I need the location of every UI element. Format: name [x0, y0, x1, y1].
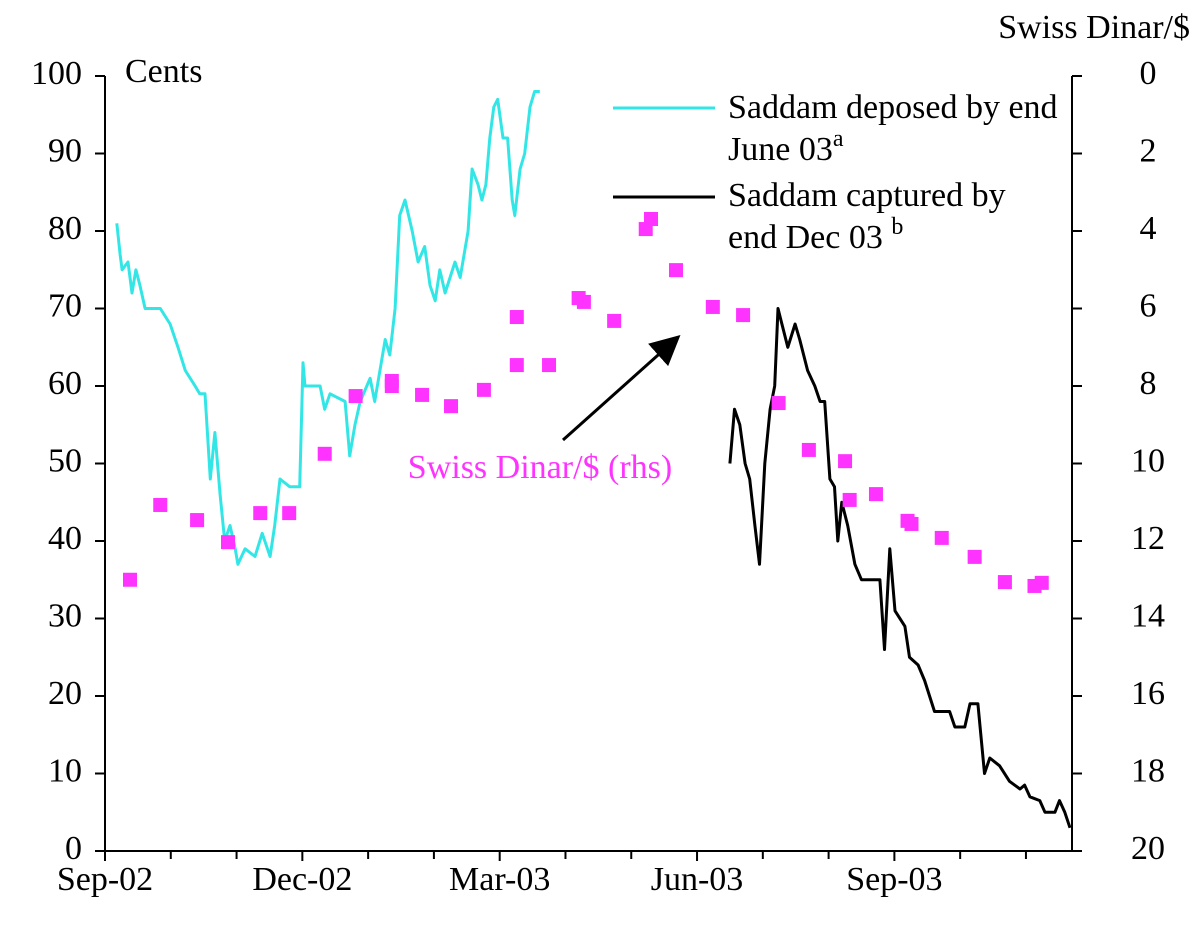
x-tick-label: Dec-02 [252, 861, 352, 898]
data-point [904, 516, 919, 531]
y2-tick-label: 4 [1140, 210, 1157, 247]
y-tick-label: 60 [48, 365, 82, 402]
y-tick-label: 70 [48, 287, 82, 324]
data-point [868, 487, 883, 502]
x-tick-label: Sep-02 [57, 861, 153, 898]
data-point [282, 506, 297, 521]
y2-tick-label: 12 [1131, 520, 1165, 557]
data-point [838, 454, 853, 469]
y-tick-label: 10 [48, 752, 82, 789]
y2-tick-label: 20 [1131, 830, 1165, 867]
data-point [542, 358, 557, 373]
annotation-arrow [562, 335, 681, 442]
y2-tick-label: 2 [1140, 132, 1157, 169]
y2-tick-label: 8 [1140, 365, 1157, 402]
data-point [934, 530, 949, 545]
data-point [736, 308, 751, 323]
data-point [705, 299, 720, 314]
y2-tick-label: 0 [1140, 55, 1157, 92]
data-point [153, 497, 168, 512]
y-tick-label: 50 [48, 442, 82, 479]
data-point [415, 387, 430, 402]
data-point [122, 572, 137, 587]
legend-label: Saddam captured by end Dec 03 [728, 177, 1006, 256]
legend-note: b [891, 214, 904, 240]
data-point [509, 310, 524, 325]
data-point [509, 358, 524, 373]
legend-label: Saddam deposed by end June 03 [728, 89, 1058, 168]
legend-entry: Saddam captured by end Dec 03 b [728, 175, 1063, 259]
data-point [967, 549, 982, 564]
data-point [576, 294, 591, 309]
legend-entry: Saddam deposed by end June 03a [728, 87, 1063, 171]
series-line [115, 90, 540, 566]
y2-axis-label: Swiss Dinar/$ [998, 9, 1190, 46]
y-tick-label: 90 [48, 132, 82, 169]
data-point [317, 446, 332, 461]
series-line [728, 307, 1072, 829]
y-tick-label: 30 [48, 597, 82, 634]
y-tick-label: 0 [65, 830, 82, 867]
y-tick-label: 100 [31, 55, 82, 92]
y2-tick-label: 14 [1131, 597, 1165, 634]
data-point [384, 379, 399, 393]
data-point [643, 211, 658, 226]
data-point [253, 506, 268, 521]
y-tick-label: 40 [48, 520, 82, 557]
x-tick-label: Jun-03 [651, 861, 744, 898]
data-point [348, 389, 363, 404]
y2-tick-label: 18 [1131, 752, 1165, 789]
data-point [444, 399, 459, 414]
y2-tick-label: 10 [1131, 442, 1165, 479]
data-point [668, 263, 683, 278]
data-point [801, 442, 816, 457]
data-point [221, 535, 236, 550]
y2-tick-label: 6 [1140, 287, 1157, 324]
data-point [771, 396, 786, 411]
x-tick-label: Sep-03 [846, 861, 942, 898]
legend-note: a [832, 126, 844, 152]
x-tick-label: Mar-03 [449, 861, 550, 898]
data-point [997, 575, 1012, 590]
y-tick-label: 80 [48, 210, 82, 247]
data-point [190, 513, 205, 528]
y-tick-label: 20 [48, 675, 82, 712]
data-point [842, 492, 857, 507]
data-point [476, 382, 491, 397]
data-point [1034, 575, 1049, 590]
series-annotation: Swiss Dinar/$ (rhs) [408, 449, 672, 486]
y2-tick-label: 16 [1131, 675, 1165, 712]
y-axis-label: Cents [125, 53, 202, 90]
data-point [607, 313, 622, 328]
